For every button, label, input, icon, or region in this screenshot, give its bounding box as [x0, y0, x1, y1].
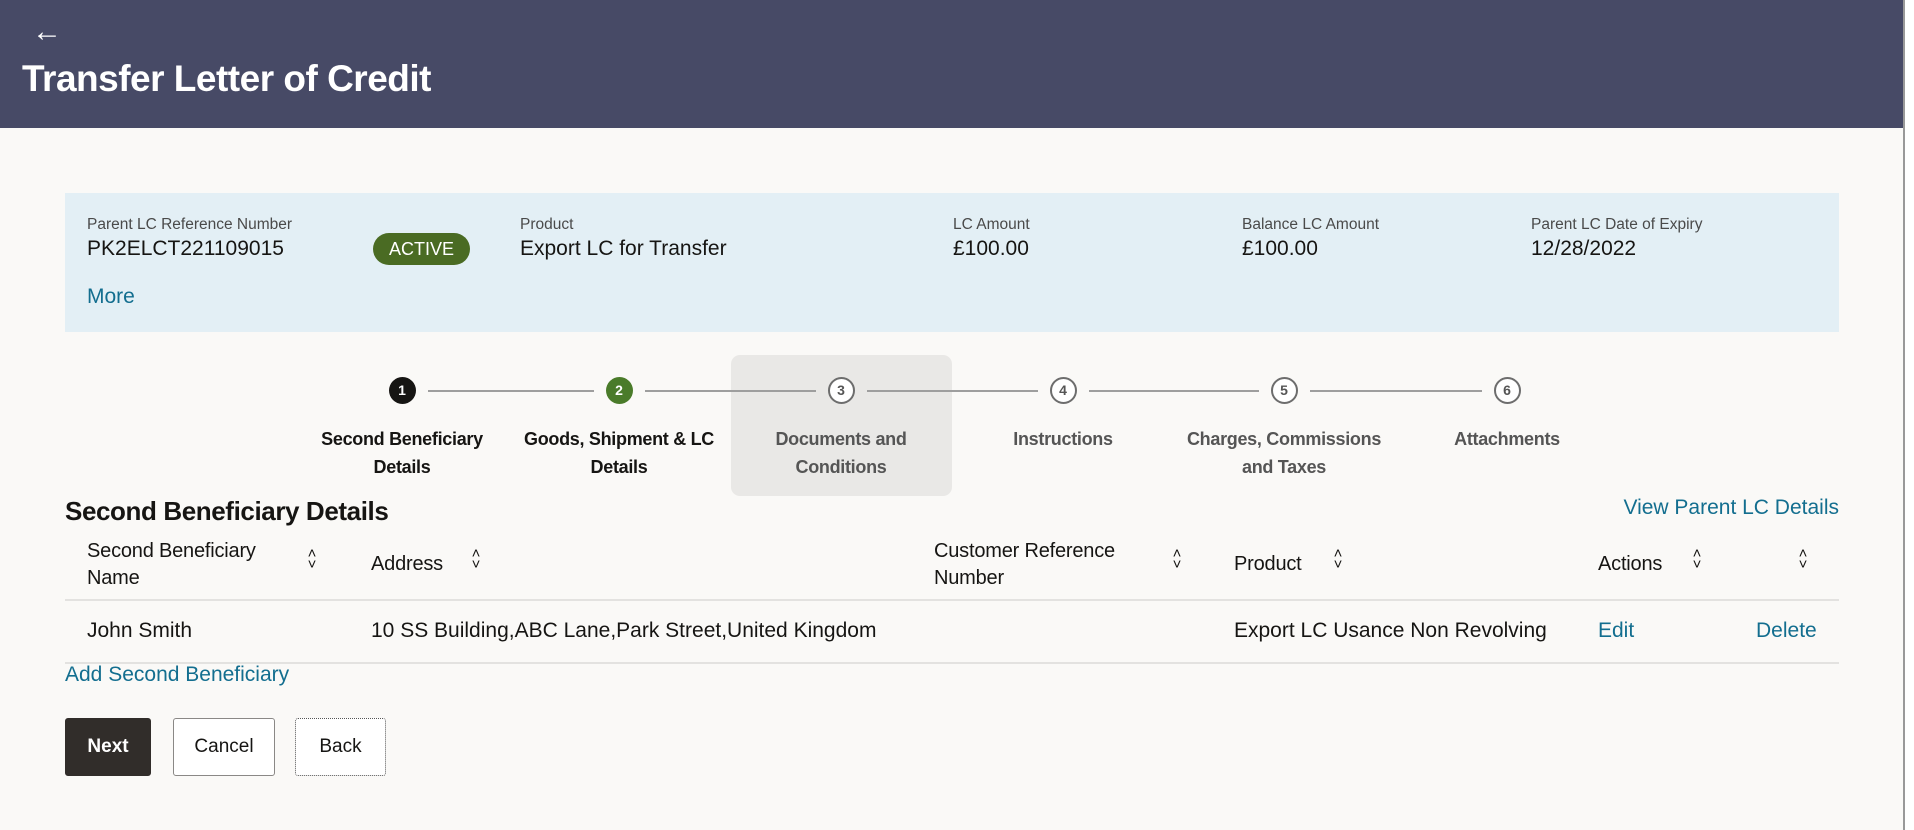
- step-connector: [427, 390, 594, 392]
- step-connector: [1309, 390, 1482, 392]
- column-label: Number: [934, 567, 1004, 589]
- step-label-line: Conditions: [795, 457, 887, 477]
- step-label-line: Charges, Commissions: [1186, 429, 1382, 449]
- column-header-actions[interactable]: Actions: [1598, 553, 1663, 575]
- expiry-date-value: 12/28/2022: [1531, 237, 1637, 260]
- step-4-label[interactable]: Instructions: [958, 425, 1168, 453]
- step-label-line: Details: [373, 457, 431, 477]
- step-label-line: and Taxes: [1241, 457, 1326, 477]
- beneficiary-name-cell: John Smith: [87, 619, 193, 642]
- step-label-line: Goods, Shipment & LC: [524, 429, 714, 449]
- delete-link[interactable]: Delete: [1756, 619, 1817, 642]
- step-connector: [866, 390, 1038, 392]
- step-2-indicator[interactable]: 2: [605, 377, 633, 404]
- sort-icon[interactable]: ˄ ˅: [1692, 545, 1702, 573]
- expiry-date-label: Parent LC Date of Expiry: [1531, 216, 1703, 233]
- page-header: [0, 0, 1903, 128]
- divider: [65, 662, 1839, 664]
- step-4-indicator[interactable]: 4: [1049, 377, 1077, 404]
- lc-summary-panel: [65, 193, 1839, 332]
- column-label: Second Beneficiary: [87, 540, 256, 562]
- add-second-beneficiary-link[interactable]: Add Second Beneficiary: [65, 663, 290, 686]
- step-label-line: Details: [590, 457, 648, 477]
- balance-amount-label: Balance LC Amount: [1242, 216, 1380, 233]
- arrow-left-icon[interactable]: ←: [32, 15, 62, 48]
- view-parent-lc-link[interactable]: View Parent LC Details: [1623, 496, 1839, 519]
- page-title: Transfer Letter of Credit: [22, 58, 431, 99]
- column-header-name[interactable]: Second Beneficiary Name: [87, 538, 256, 592]
- parent-ref-label: Parent LC Reference Number: [87, 216, 293, 233]
- edit-link[interactable]: Edit: [1598, 619, 1635, 642]
- step-connector: [644, 390, 816, 392]
- column-header-product[interactable]: Product: [1234, 553, 1302, 575]
- sort-icon[interactable]: ˄ ˅: [471, 545, 481, 573]
- step-label-line: Documents and: [775, 429, 907, 449]
- address-cell: 10 SS Building,ABC Lane,Park Street,Unit…: [371, 619, 877, 642]
- back-button[interactable]: Back: [295, 718, 386, 776]
- step-3-label[interactable]: Documents and Conditions: [736, 425, 946, 481]
- lc-amount-label: LC Amount: [953, 216, 1030, 233]
- step-6-label[interactable]: Attachments: [1402, 425, 1612, 453]
- product-label: Product: [520, 216, 574, 233]
- step-2-label[interactable]: Goods, Shipment & LC Details: [514, 425, 724, 481]
- product-value: Export LC for Transfer: [520, 237, 727, 260]
- vertical-scrollbar[interactable]: [1903, 0, 1914, 830]
- step-6-indicator[interactable]: 6: [1493, 377, 1521, 404]
- next-button[interactable]: Next: [65, 718, 151, 776]
- sort-icon[interactable]: ˄ ˅: [307, 545, 317, 573]
- step-5-indicator[interactable]: 5: [1270, 377, 1298, 404]
- sort-icon[interactable]: ˄ ˅: [1798, 545, 1808, 573]
- step-connector: [1088, 390, 1259, 392]
- lc-amount-value: £100.00: [953, 237, 1029, 260]
- product-cell: Export LC Usance Non Revolving: [1234, 619, 1547, 642]
- step-label-line: Attachments: [1454, 429, 1560, 449]
- step-label-line: Second Beneficiary: [321, 429, 483, 449]
- step-5-label[interactable]: Charges, Commissions and Taxes: [1179, 425, 1389, 481]
- divider: [65, 599, 1839, 601]
- more-link[interactable]: More: [87, 285, 135, 308]
- balance-amount-value: £100.00: [1242, 237, 1318, 260]
- sort-icon[interactable]: ˄ ˅: [1172, 545, 1182, 573]
- step-3-indicator[interactable]: 3: [827, 377, 855, 404]
- column-label: Customer Reference: [934, 540, 1115, 562]
- step-1-label[interactable]: Second Beneficiary Details: [297, 425, 507, 481]
- column-label: Name: [87, 567, 140, 589]
- column-header-customer-ref[interactable]: Customer Reference Number: [934, 538, 1115, 592]
- sort-icon[interactable]: ˄ ˅: [1333, 545, 1343, 573]
- column-header-address[interactable]: Address: [371, 553, 443, 575]
- cancel-button[interactable]: Cancel: [173, 718, 275, 776]
- step-1-indicator[interactable]: 1: [388, 377, 416, 404]
- parent-ref-value: PK2ELCT221109015: [87, 237, 284, 260]
- status-badge: ACTIVE: [373, 233, 470, 265]
- step-label-line: Instructions: [1013, 429, 1113, 449]
- section-title: Second Beneficiary Details: [65, 496, 389, 526]
